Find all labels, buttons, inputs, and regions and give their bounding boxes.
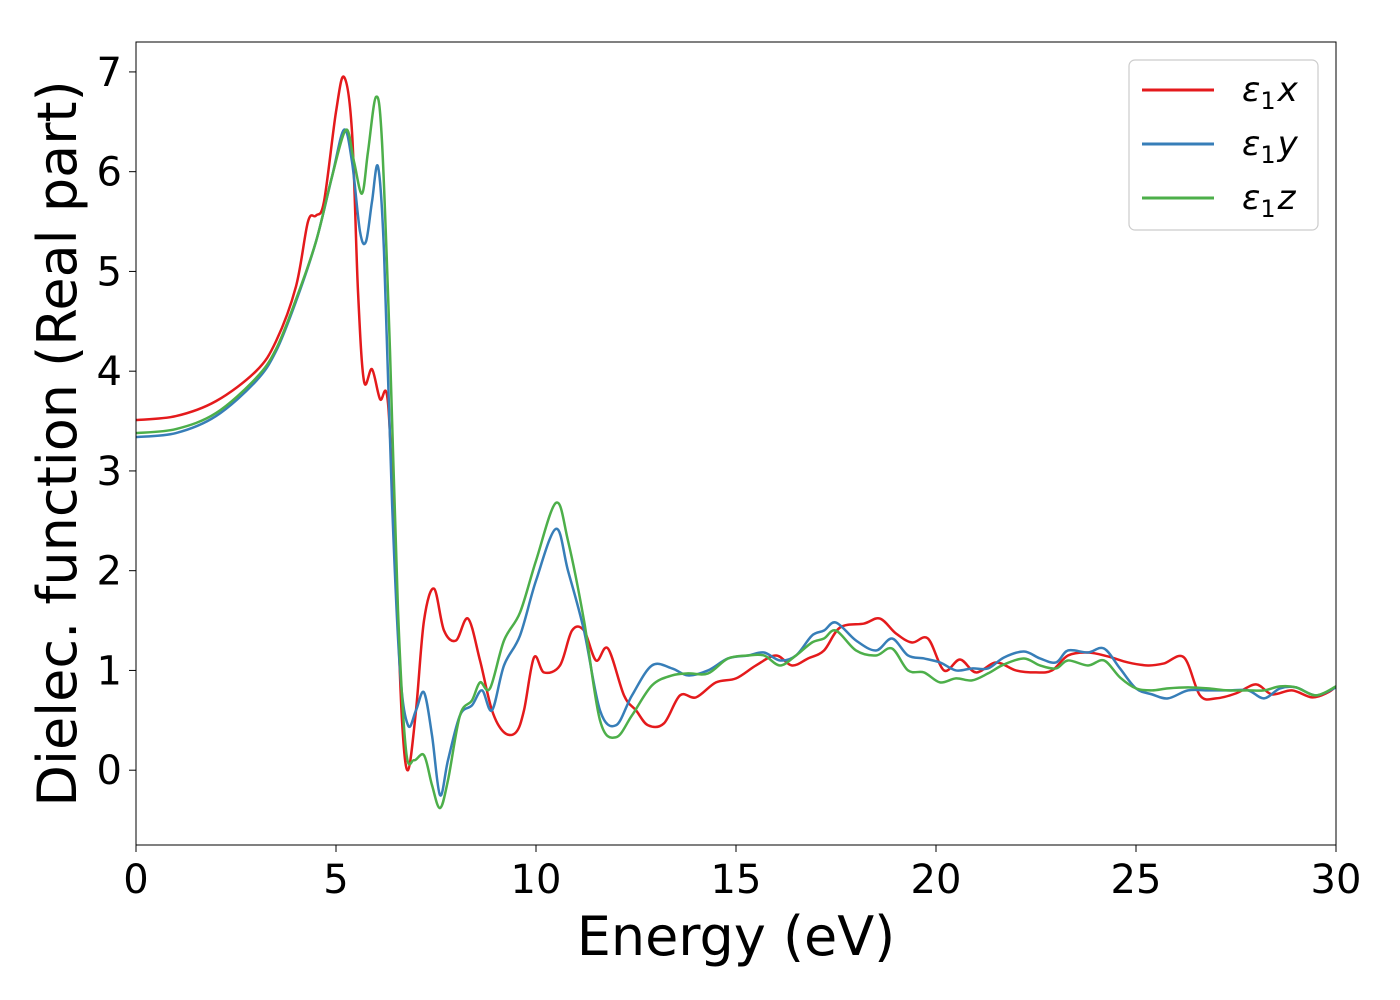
y-tick-label: 4 — [97, 349, 122, 395]
series-line-y — [136, 128, 1336, 797]
x-tick-label: 10 — [511, 857, 562, 903]
series-line-z — [136, 95, 1336, 810]
y-tick-label: 0 — [97, 748, 122, 794]
y-tick-label: 2 — [97, 549, 122, 595]
x-tick-label: 0 — [123, 857, 148, 903]
legend-label-z: ε1z — [1242, 178, 1297, 223]
y-tick-label: 1 — [97, 648, 122, 694]
y-tick-label: 6 — [97, 150, 122, 196]
legend-label-x: ε1x — [1242, 70, 1299, 115]
x-tick-label: 30 — [1311, 857, 1362, 903]
y-tick-label: 3 — [97, 449, 122, 495]
y-tick-label: 7 — [97, 50, 122, 96]
legend-label-y: ε1y — [1242, 124, 1299, 169]
x-tick-label: 25 — [1111, 857, 1162, 903]
x-tick-label: 20 — [911, 857, 962, 903]
y-axis-ticks: 0 1 2 3 4 5 6 7 — [97, 50, 136, 794]
legend: ε1x ε1y ε1z — [1128, 59, 1319, 231]
x-axis-title: Energy (eV) — [577, 905, 896, 968]
series-layer — [136, 75, 1336, 810]
x-axis-ticks: 0 5 10 15 20 25 30 — [123, 845, 1361, 903]
x-tick-label: 15 — [711, 857, 762, 903]
x-tick-label: 5 — [323, 857, 348, 903]
y-axis-title: Dielec. function (Real part) — [26, 80, 89, 806]
y-tick-label: 5 — [97, 249, 122, 295]
legend-box — [1128, 59, 1319, 231]
